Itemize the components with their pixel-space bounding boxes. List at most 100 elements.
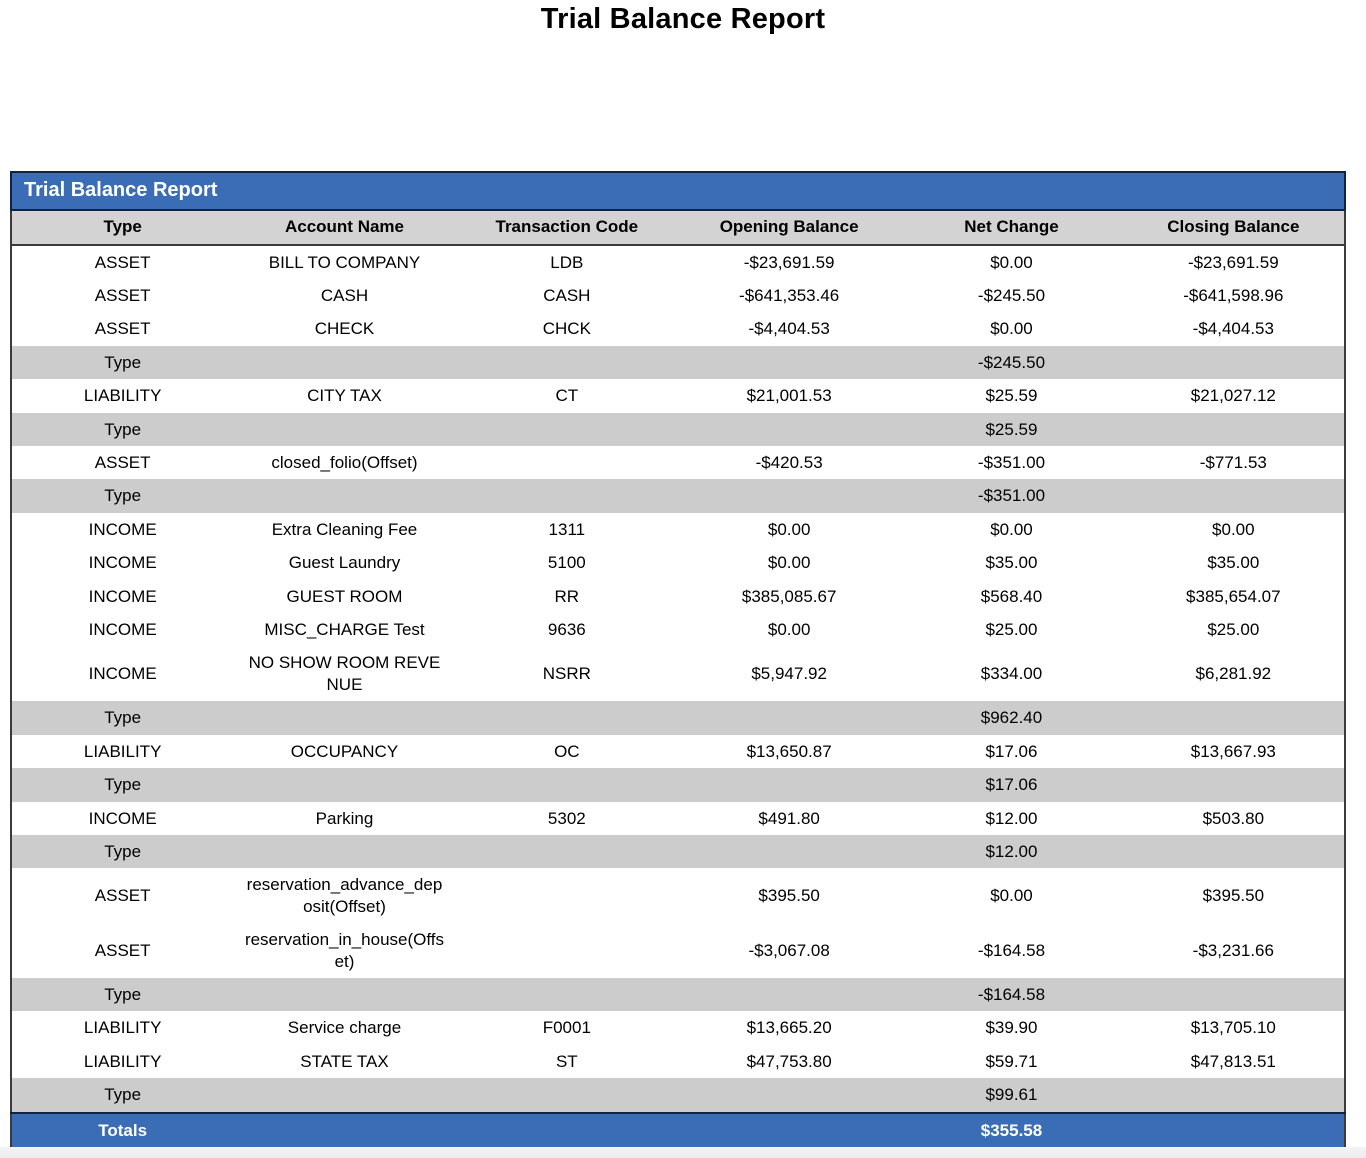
table-row: INCOME Parking 5302 $491.80 $12.00 $503.80 — [11, 801, 1345, 835]
report-banner-title: Trial Balance Report — [10, 170, 1346, 212]
closing-balance-cell — [1122, 977, 1345, 1012]
type: ASSET — [94, 940, 151, 960]
opening-balance: -$641,353.46 — [739, 286, 840, 305]
opening-balance-cell: -$420.53 — [677, 446, 901, 480]
type: LIABILITY — [83, 741, 162, 761]
transaction-code-cell: RR — [455, 579, 678, 614]
transaction-code-cell — [455, 923, 678, 978]
account-name-cell: BILL TO COMPANY — [233, 244, 456, 279]
report-banner-row: Trial Balance Report — [10, 170, 1346, 212]
closing-balance-cell: -$641,598.96 — [1122, 279, 1345, 313]
net-change: -$351.00 — [977, 453, 1046, 473]
account-name: CITY TAX — [307, 386, 382, 406]
transaction-code-cell: 5100 — [455, 546, 678, 580]
row-label-cell: Type — [11, 768, 234, 802]
net-change: $12.00 — [985, 841, 1038, 861]
net-change: $59.71 — [985, 1051, 1038, 1071]
account-name-cell — [233, 1078, 456, 1113]
opening-balance-cell: $0.00 — [677, 613, 901, 647]
transaction-code-cell — [455, 412, 678, 447]
account-name: Service charge — [287, 1018, 402, 1038]
column-header-account-name: Account Name — [233, 209, 456, 246]
net-change-cell: $0.00 — [900, 312, 1123, 346]
closing-balance: -$771.53 — [1199, 453, 1267, 473]
transaction-code-cell — [455, 1111, 678, 1149]
account-name: reservation_in_house(Offset) — [244, 930, 445, 971]
page-title: Trial Balance Report — [540, 3, 826, 35]
subtotal-row: Type -$351.00 — [11, 479, 1345, 513]
type-cell: ASSET — [11, 923, 234, 978]
net-change-cell: $17.06 — [900, 768, 1123, 802]
row-label: Type — [104, 1085, 142, 1105]
column-header-type: Type — [11, 209, 234, 246]
net-change: $0.00 — [990, 519, 1033, 539]
opening-balance: $13,650.87 — [746, 741, 832, 761]
type: ASSET — [94, 319, 151, 339]
closing-balance: $13,667.93 — [1190, 741, 1276, 761]
transaction-code-cell: LDB — [455, 244, 678, 279]
opening-balance-cell — [677, 412, 901, 447]
closing-balance: $47,813.51 — [1190, 1051, 1276, 1071]
opening-balance-cell: -$23,691.59 — [677, 244, 901, 279]
closing-balance-cell — [1122, 345, 1345, 380]
transaction-code-cell — [455, 701, 678, 735]
account-name: CASH — [320, 286, 369, 305]
net-change: $0.00 — [990, 886, 1033, 906]
account-name-cell — [233, 701, 456, 735]
net-change-cell: $0.00 — [900, 512, 1123, 547]
account-name-cell: OCCUPANCY — [233, 734, 456, 769]
type-cell: INCOME — [11, 512, 234, 547]
type-cell: ASSET — [11, 244, 234, 279]
net-change-cell: $962.40 — [900, 701, 1123, 735]
account-name-cell: Service charge — [233, 1011, 456, 1045]
type-cell: ASSET — [11, 868, 234, 924]
type-cell: INCOME — [11, 646, 234, 702]
transaction-code-cell — [455, 834, 678, 869]
opening-balance-cell: $491.80 — [677, 801, 901, 835]
opening-balance: $0.00 — [767, 553, 811, 573]
opening-balance-cell: $0.00 — [677, 512, 901, 547]
net-change: $334.00 — [980, 664, 1043, 684]
opening-balance: $395.50 — [758, 886, 820, 906]
closing-balance: $13,705.10 — [1190, 1018, 1276, 1038]
account-name-cell: NO SHOW ROOM REVENUE — [233, 646, 456, 702]
account-name-cell — [233, 977, 456, 1012]
opening-balance: $21,001.53 — [746, 386, 832, 406]
transaction-code-cell — [455, 768, 678, 802]
net-change-cell: -$245.50 — [900, 345, 1123, 380]
transaction-code-cell — [455, 868, 678, 924]
closing-balance: $6,281.92 — [1195, 664, 1272, 684]
closing-balance: $21,027.12 — [1190, 386, 1276, 406]
column-header-opening-balance: Opening Balance — [677, 209, 901, 246]
transaction-code-cell: CASH — [455, 279, 678, 313]
closing-balance-cell: -$771.53 — [1122, 446, 1345, 480]
opening-balance-cell — [677, 834, 901, 869]
closing-balance-cell: $13,705.10 — [1122, 1011, 1345, 1045]
closing-balance: -$23,691.59 — [1187, 252, 1279, 272]
type: INCOME — [88, 519, 157, 539]
net-change-cell: -$245.50 — [900, 279, 1123, 313]
opening-balance-cell: $47,753.80 — [677, 1044, 901, 1079]
account-name: Parking — [315, 808, 374, 828]
account-name-cell — [233, 479, 456, 513]
opening-balance-cell — [677, 701, 901, 735]
opening-balance-cell: $5,947.92 — [677, 646, 901, 702]
net-change: $0.00 — [990, 252, 1033, 272]
opening-balance-cell — [677, 479, 901, 513]
opening-balance-cell: -$641,353.46 — [677, 279, 901, 313]
row-label-cell: Type — [11, 701, 234, 735]
opening-balance: -$4,404.53 — [748, 319, 830, 339]
net-change: $355.58 — [980, 1120, 1043, 1140]
closing-balance-cell: -$4,404.53 — [1122, 312, 1345, 346]
type: INCOME — [88, 553, 157, 573]
net-change: $17.06 — [985, 775, 1038, 795]
net-change-cell: $568.40 — [900, 579, 1123, 614]
account-name: reservation_advance_deposit(Offset) — [246, 875, 443, 916]
row-label: Totals — [98, 1120, 148, 1140]
net-change: -$351.00 — [977, 486, 1046, 506]
closing-balance-cell: $503.80 — [1122, 801, 1345, 835]
net-change-cell: $35.00 — [900, 546, 1123, 580]
transaction-code-cell: 1311 — [455, 512, 678, 547]
opening-balance-cell: $395.50 — [677, 868, 901, 924]
row-label: Type — [104, 841, 142, 861]
